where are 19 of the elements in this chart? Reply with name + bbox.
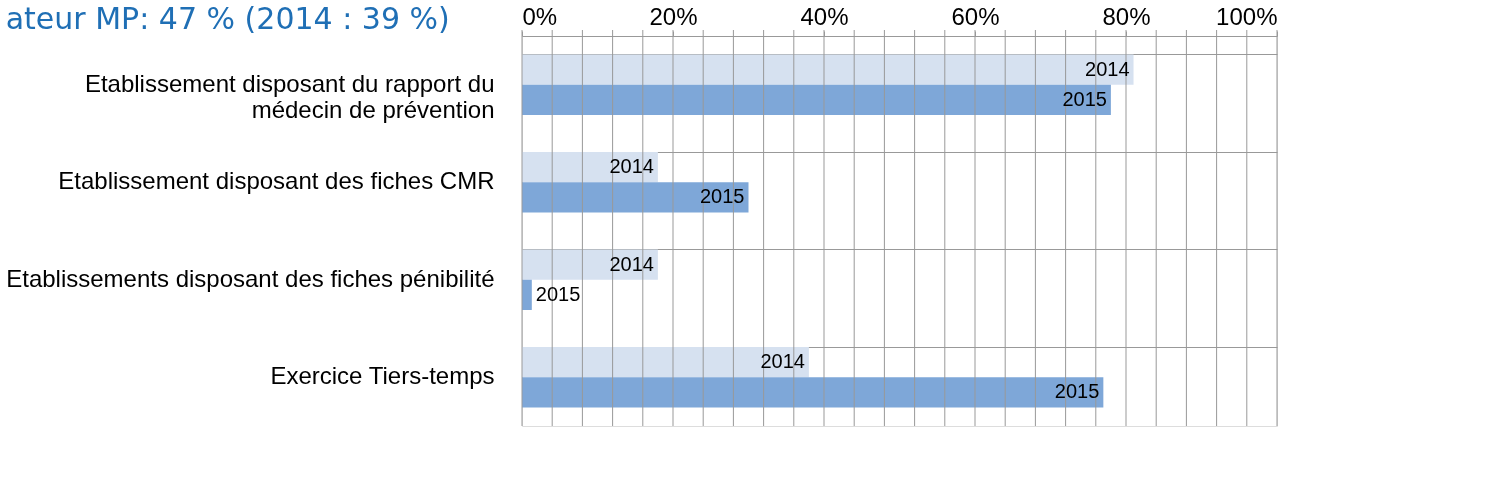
text: 2014 (1085, 57, 1130, 80)
x-tick-label: 40% (800, 2, 849, 30)
series-label: 2015 (1062, 87, 1107, 110)
y-tick-label: Etablissement disposant du rapport du médecin de prévention (84, 69, 495, 123)
x-tick-label: 60% (951, 2, 1000, 30)
text: ateur MP: 47 % (2014 : 39 %) (5, 1, 450, 36)
text: 2015 (1054, 380, 1100, 403)
series-label: 2014 (609, 155, 654, 178)
text: 2015 (535, 282, 581, 305)
x-tick-label: 20% (649, 2, 698, 30)
x-tick-label: 0% (522, 2, 558, 30)
y-tick-label: Exercice Tiers-temps (270, 362, 495, 390)
text: 2014 (760, 350, 805, 373)
y-tick-label: Etablissements disposant des fiches pénibilité (6, 264, 495, 292)
y-tick-label: Etablissement disposant des fiches CMR (58, 167, 495, 195)
text: 2015 (700, 185, 745, 208)
text: 2014 (609, 252, 654, 275)
x-tick-label: 80% (1102, 2, 1151, 30)
x-tick-label: 100% (1216, 2, 1278, 30)
